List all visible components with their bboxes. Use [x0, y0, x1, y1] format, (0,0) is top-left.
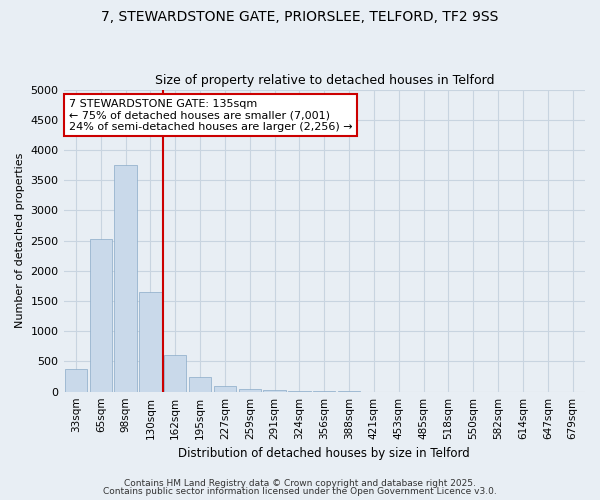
Y-axis label: Number of detached properties: Number of detached properties: [15, 153, 25, 328]
Bar: [239, 388, 261, 392]
Text: Contains public sector information licensed under the Open Government Licence v3: Contains public sector information licen…: [103, 487, 497, 496]
Bar: [65, 370, 87, 392]
Bar: [115, 165, 137, 392]
Bar: [164, 356, 187, 392]
X-axis label: Distribution of detached houses by size in Telford: Distribution of detached houses by size …: [178, 447, 470, 460]
Bar: [189, 377, 211, 392]
Text: 7 STEWARDSTONE GATE: 135sqm
← 75% of detached houses are smaller (7,001)
24% of : 7 STEWARDSTONE GATE: 135sqm ← 75% of det…: [69, 98, 352, 132]
Bar: [214, 386, 236, 392]
Bar: [139, 292, 161, 392]
Bar: [263, 390, 286, 392]
Bar: [89, 240, 112, 392]
Title: Size of property relative to detached houses in Telford: Size of property relative to detached ho…: [155, 74, 494, 87]
Bar: [288, 391, 311, 392]
Text: 7, STEWARDSTONE GATE, PRIORSLEE, TELFORD, TF2 9SS: 7, STEWARDSTONE GATE, PRIORSLEE, TELFORD…: [101, 10, 499, 24]
Text: Contains HM Land Registry data © Crown copyright and database right 2025.: Contains HM Land Registry data © Crown c…: [124, 478, 476, 488]
